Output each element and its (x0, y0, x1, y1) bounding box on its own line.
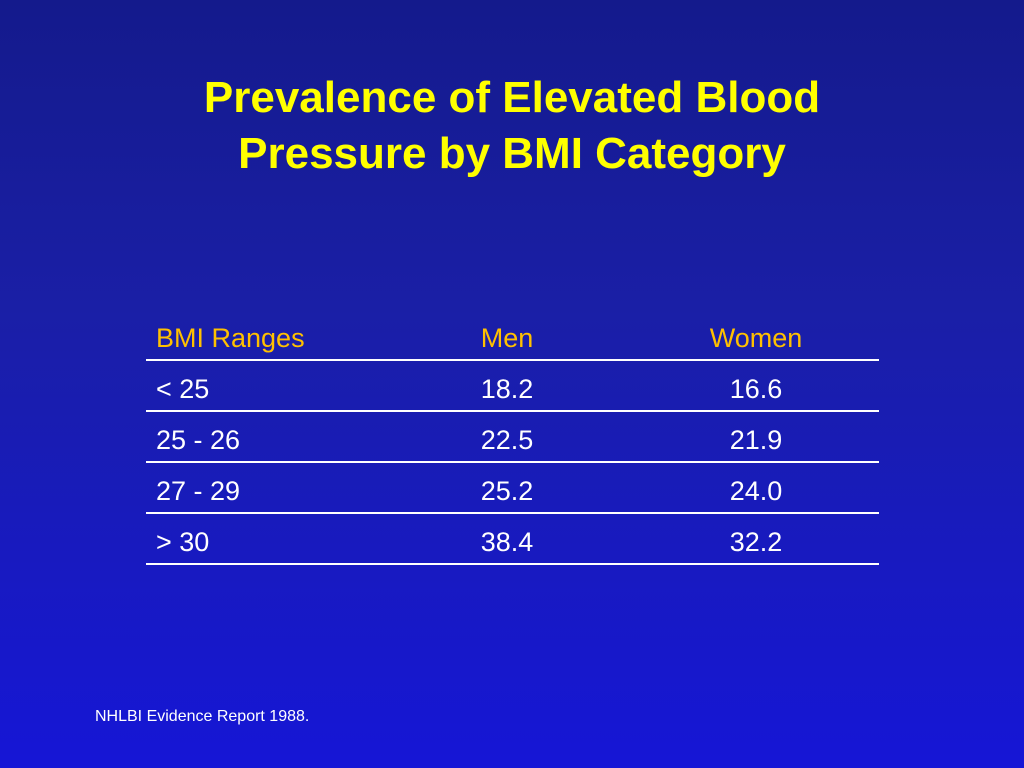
women-value-cell: 16.6 (729, 374, 783, 404)
women-value-cell: 32.2 (729, 527, 783, 557)
bmi-range-cell: 27 - 29 (156, 476, 241, 506)
bmi-range-cell: < 25 (156, 374, 210, 404)
table-row: 25 - 26 22.5 21.9 (146, 412, 879, 463)
source-citation: NHLBI Evidence Report 1988. (95, 708, 310, 725)
bmi-range-cell: 25 - 26 (156, 425, 241, 455)
men-value-cell: 18.2 (480, 374, 534, 404)
bmi-table: BMI Ranges Men Women < 25 18.2 16.6 25 -… (146, 310, 879, 565)
slide-title: Prevalence of Elevated Blood Pressure by… (0, 70, 1024, 182)
table-row: > 30 38.4 32.2 (146, 514, 879, 565)
men-value-cell: 25.2 (480, 476, 534, 506)
header-bmi-ranges: BMI Ranges (156, 323, 305, 353)
table-row: < 25 18.2 16.6 (146, 361, 879, 412)
women-value-cell: 24.0 (729, 476, 783, 506)
men-value-cell: 38.4 (480, 527, 534, 557)
women-value-cell: 21.9 (729, 425, 783, 455)
title-line-2: Pressure by BMI Category (238, 129, 786, 178)
table-row: 27 - 29 25.2 24.0 (146, 463, 879, 514)
header-men: Men (480, 323, 534, 353)
men-value-cell: 22.5 (480, 425, 534, 455)
header-women: Women (709, 323, 803, 353)
bmi-range-cell: > 30 (156, 527, 210, 557)
title-line-1: Prevalence of Elevated Blood (203, 73, 821, 122)
table-header-row: BMI Ranges Men Women (146, 310, 879, 361)
